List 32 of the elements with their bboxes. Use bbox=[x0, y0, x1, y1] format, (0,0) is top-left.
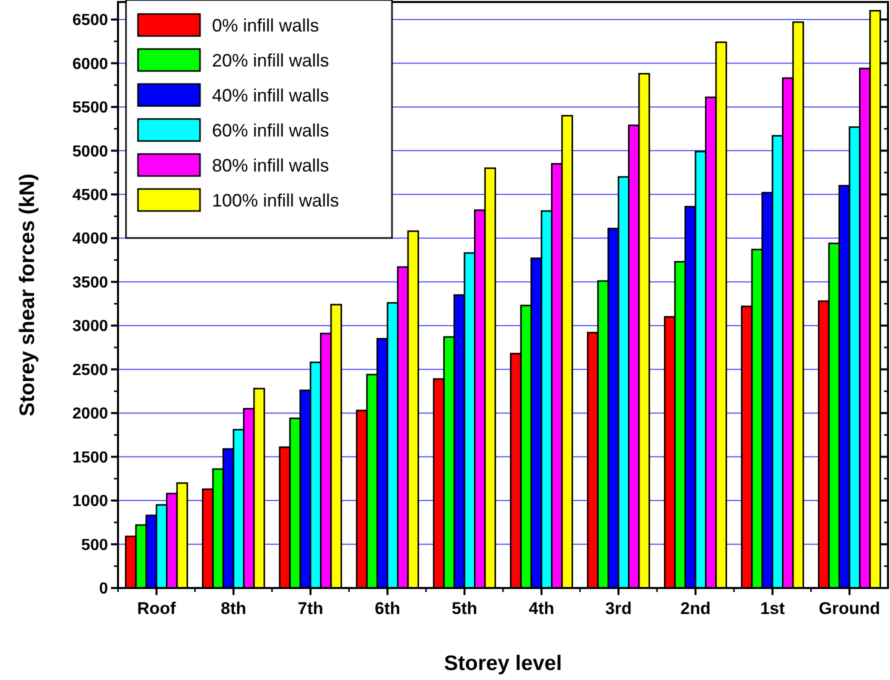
y-axis-title: Storey shear forces (kN) bbox=[16, 174, 39, 416]
x-tick-label: Ground bbox=[818, 599, 880, 618]
x-tick-label: Roof bbox=[137, 599, 176, 618]
x-tick-label: 3rd bbox=[605, 599, 632, 618]
y-tick-label: 1000 bbox=[72, 493, 108, 510]
legend-label: 60% infill walls bbox=[212, 120, 330, 140]
x-tick-label: 6th bbox=[374, 599, 400, 618]
x-tick-label: 1st bbox=[760, 599, 786, 618]
y-tick-label: 5500 bbox=[72, 100, 108, 117]
y-tick-label: 6500 bbox=[72, 12, 108, 30]
legend-label: 0% infill walls bbox=[212, 15, 320, 36]
y-tick-label: 500 bbox=[81, 536, 108, 554]
x-tick-label: 2nd bbox=[680, 599, 711, 618]
y-tick-label: 0 bbox=[99, 580, 108, 598]
y-tick-label: 6000 bbox=[72, 56, 108, 73]
x-tick-label: 4th bbox=[528, 599, 554, 618]
y-tick-label: 2500 bbox=[72, 362, 108, 379]
y-tick-label: 3000 bbox=[72, 318, 108, 336]
legend-label: 80% infill walls bbox=[212, 155, 330, 176]
legend-label: 100% infill walls bbox=[212, 190, 340, 210]
x-tick-label: 7th bbox=[298, 599, 324, 618]
y-tick-label: 4500 bbox=[72, 187, 108, 204]
y-tick-label: 5000 bbox=[72, 143, 108, 160]
y-tick-label: 1500 bbox=[72, 449, 108, 466]
x-axis-title: Storey level bbox=[444, 652, 562, 675]
legend-label: 40% infill walls bbox=[212, 85, 330, 106]
legend-label: 20% infill walls bbox=[212, 50, 330, 70]
y-tick-label: 3500 bbox=[72, 274, 108, 292]
x-tick-label: 5th bbox=[452, 599, 478, 618]
y-tick-label: 4000 bbox=[72, 230, 108, 248]
y-tick-label: 2000 bbox=[72, 406, 108, 423]
x-tick-label: 8th bbox=[220, 599, 246, 618]
